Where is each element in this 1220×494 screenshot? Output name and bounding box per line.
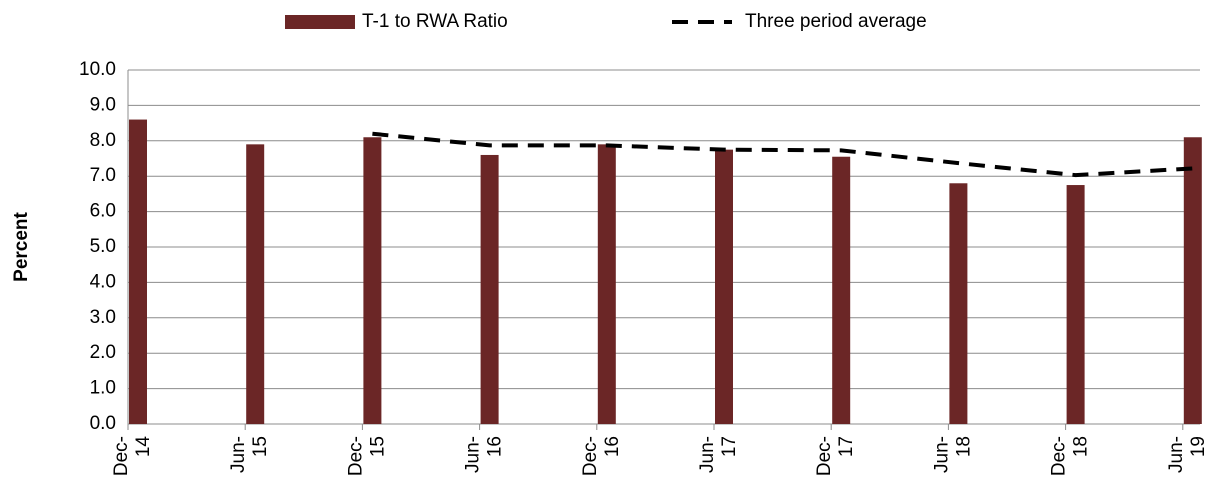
legend-swatch [285,15,355,29]
y-tick-label: 8.0 [90,130,116,151]
average-line [372,131,1193,178]
bar [363,137,382,424]
x-tick-label: Jun-18 [931,436,974,473]
bar [715,149,733,424]
y-tick-label: 1.0 [90,378,116,399]
y-tick-label: 10.0 [79,59,116,80]
bar [597,144,616,424]
legend-label: Three period average [745,11,927,32]
y-tick-label: 6.0 [90,201,116,222]
x-tick-label: Jun-17 [697,436,740,473]
bar [832,156,851,425]
y-tick-label: 3.0 [90,307,116,328]
x-tick-label: Dec-16 [580,436,623,476]
x-tick-label: Jun-15 [228,436,271,473]
y-tick-label: 7.0 [90,165,116,186]
legend-label: T-1 to RWA Ratio [362,11,508,32]
bar [949,183,968,424]
y-tick-label: 2.0 [90,342,116,363]
x-tick-label: Dec-15 [345,436,388,476]
x-tick-label: Dec-18 [1049,436,1092,476]
y-tick-label: 5.0 [90,236,116,257]
bar [129,119,147,424]
y-tick-label: 0.0 [90,413,116,434]
y-tick-label: 9.0 [90,94,116,115]
x-tick-label: Dec-14 [111,436,154,477]
x-tick-label: Jun-16 [463,436,506,473]
bar [246,144,265,424]
y-axis-label: Percent [11,211,32,281]
bar [1183,137,1202,424]
bar [480,154,499,424]
y-tick-label: 4.0 [90,271,116,292]
x-tick-label: Jun-19 [1166,436,1209,473]
bar [1066,185,1085,424]
x-tick-label: Dec-17 [814,436,857,476]
